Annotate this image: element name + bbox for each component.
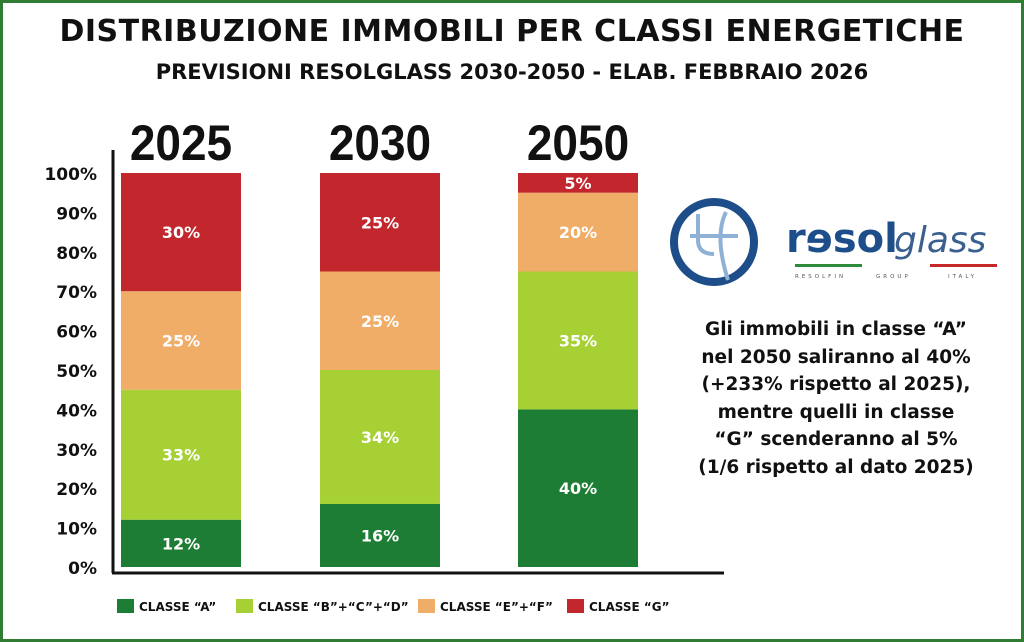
bar-segment <box>518 271 638 410</box>
annotation-text: Gli immobili in classe “A” nel 2050 sali… <box>668 316 1004 481</box>
bar-data-label: 35% <box>559 331 597 350</box>
bar-segment <box>320 503 440 567</box>
y-tick-label: 70% <box>56 283 97 303</box>
bar-segment <box>121 389 241 520</box>
x-category-label: 2050 <box>527 116 629 171</box>
legend-label: CLASSE “B”+“C”+“D” <box>258 600 409 614</box>
y-tick-label: 100% <box>44 165 97 185</box>
logo-text-bold: rɘsol <box>786 216 898 262</box>
bar-data-label: 40% <box>559 479 597 498</box>
logo-tagline-2: GROUP <box>876 274 911 280</box>
note-line: “G” scenderanno al 5% <box>714 429 958 450</box>
y-tick-label: 40% <box>56 401 97 421</box>
note-line: Gli immobili in classe “A” <box>705 319 967 340</box>
logo-circle-icon <box>670 198 758 286</box>
y-tick-label: 50% <box>56 362 97 382</box>
logo-tagline-3: ITALY <box>948 274 977 280</box>
y-tick-label: 0% <box>68 559 97 579</box>
chart-title: DISTRIBUZIONE IMMOBILI PER CLASSI ENERGE… <box>59 14 965 49</box>
bar-data-label: 20% <box>559 223 597 242</box>
bar-segment <box>518 192 638 272</box>
resolglass-logo: rɘsol glass RESOLFIN GROUP ITALY <box>670 198 997 286</box>
bar-data-label: 30% <box>162 223 200 242</box>
logo-mark-icon <box>690 211 738 281</box>
x-category-label: 2030 <box>329 116 431 171</box>
y-tick-label: 20% <box>56 480 97 500</box>
note-line: mentre quelli in classe <box>717 401 955 423</box>
bar-segment <box>320 271 440 370</box>
legend-swatch <box>418 599 435 613</box>
bar-segment <box>518 409 638 567</box>
bar-data-label: 25% <box>361 312 399 331</box>
bar-segment <box>518 173 638 193</box>
bar-segment <box>121 519 241 567</box>
bar-data-label: 25% <box>162 331 200 350</box>
legend-swatch <box>236 599 253 613</box>
note-line: (1/6 rispetto al dato 2025) <box>698 456 974 478</box>
bar-data-label: 25% <box>361 213 399 232</box>
y-tick-label: 90% <box>56 204 97 224</box>
bar-data-label: 34% <box>361 428 399 447</box>
logo-text-light: glass <box>894 220 986 261</box>
x-category-label: 2025 <box>130 116 232 171</box>
y-tick-label: 60% <box>56 323 97 343</box>
bar-data-label: 16% <box>361 526 399 545</box>
bar-segment <box>320 370 440 504</box>
legend-label: CLASSE “G” <box>589 600 669 614</box>
y-tick-label: 10% <box>56 520 97 540</box>
note-line: (+233% rispetto al 2025), <box>701 374 971 395</box>
legend-swatch <box>567 599 584 613</box>
bar-data-label: 12% <box>162 534 200 553</box>
chart-subtitle: PREVISIONI RESOLGLASS 2030-2050 - ELAB. … <box>155 60 869 84</box>
bar-data-label: 5% <box>564 174 591 193</box>
bar-segment <box>121 291 241 390</box>
bar-data-label: 33% <box>162 446 200 465</box>
logo-tagline-1: RESOLFIN <box>795 274 846 280</box>
y-tick-label: 80% <box>56 244 97 264</box>
note-line: nel 2050 saliranno al 40% <box>701 346 971 368</box>
bar-segment <box>320 173 440 272</box>
legend-swatch <box>117 599 134 613</box>
bar-segment <box>121 173 241 292</box>
legend-label: CLASSE “A” <box>139 600 216 614</box>
legend-label: CLASSE “E”+“F” <box>440 600 553 614</box>
y-tick-label: 30% <box>56 441 97 461</box>
